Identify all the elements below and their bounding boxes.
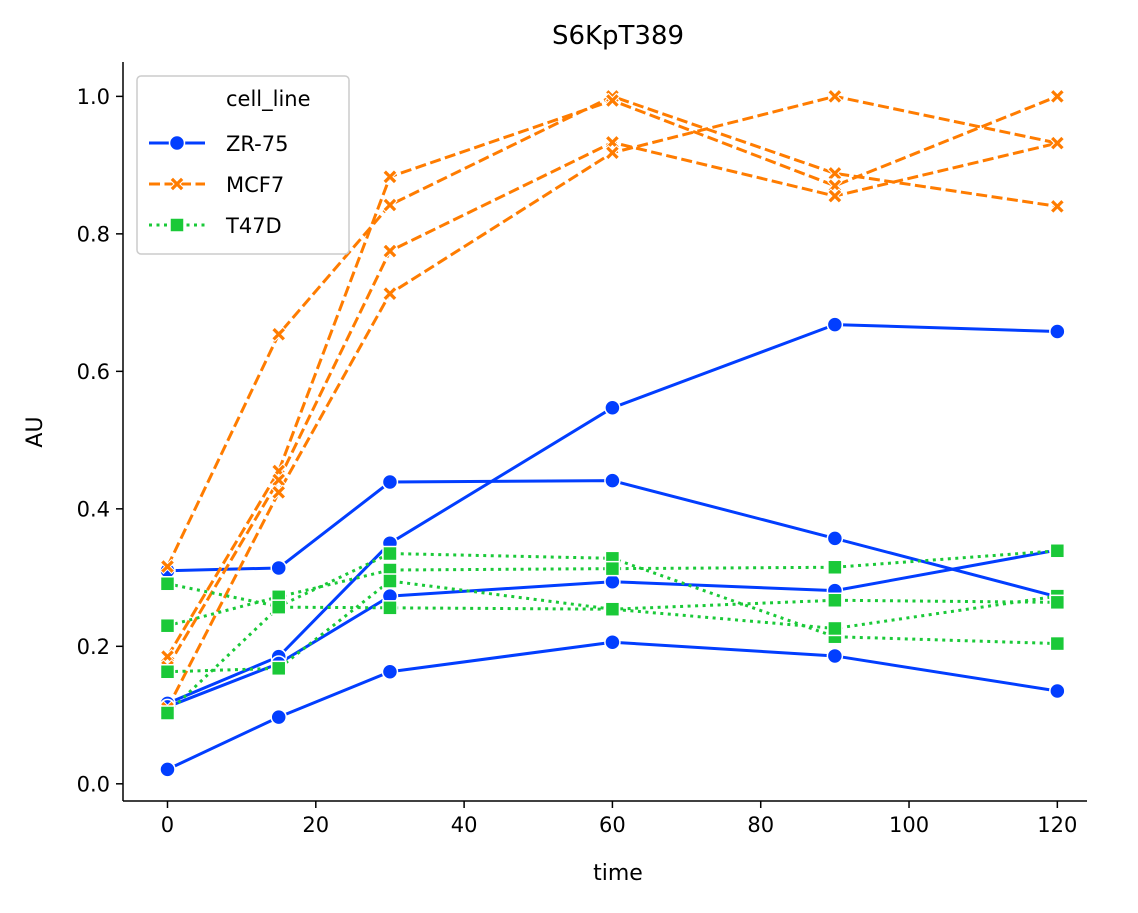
series-line-mcf7-1 — [166, 94, 1058, 568]
data-point-mcf7-3-30 — [382, 243, 398, 259]
series-line-zr-75-2 — [166, 323, 1058, 705]
data-point-zr-75-2-120 — [1049, 323, 1066, 340]
data-point-mcf7-2-30 — [382, 169, 398, 185]
data-point-mcf7-4-120 — [1049, 135, 1066, 151]
data-point-mcf7-2-120 — [1049, 88, 1066, 105]
legend-title: cell_line — [226, 87, 311, 112]
data-point-mcf7-1-30 — [382, 197, 398, 213]
data-point-zr-75-1-15 — [270, 559, 287, 577]
data-point-mcf7-4-15 — [271, 484, 287, 501]
data-point-t47d-3-90 — [827, 620, 843, 637]
data-point-t47d-3-15 — [270, 660, 287, 677]
data-point-zr-75-4-90 — [826, 647, 844, 665]
data-point-t47d-4-120 — [1049, 594, 1066, 611]
data-point-zr-75-2-90 — [826, 316, 844, 333]
plot-markers — [159, 88, 1066, 778]
data-point-mcf7-3-90 — [827, 188, 843, 204]
legend: cell_line ZR-75 MCF7 T47D — [136, 75, 350, 255]
legend-marker-mcf7 — [169, 176, 185, 192]
data-point-zr-75-2-60 — [604, 399, 621, 417]
plot-lines — [166, 94, 1058, 771]
x-tick-label: 80 — [747, 813, 774, 837]
legend-entries: ZR-75 MCF7 T47D — [149, 132, 288, 238]
series-line-zr-75-3 — [166, 548, 1058, 709]
data-point-t47d-4-15 — [270, 599, 287, 615]
data-point-t47d-1-120 — [1049, 635, 1066, 652]
data-point-mcf7-1-0 — [159, 558, 176, 575]
data-point-zr-75-4-0 — [159, 761, 176, 778]
series-line-mcf7-4 — [166, 94, 1058, 709]
x-tick-label: 120 — [1037, 813, 1077, 837]
legend-label-t47d: T47D — [225, 214, 282, 238]
data-point-mcf7-1-120 — [1049, 198, 1066, 215]
axes: 0 20 40 60 80 100 120 0.0 0.2 0.4 0.6 0.8 1.0 — [77, 62, 1087, 837]
data-point-zr-75-4-60 — [604, 633, 621, 651]
series-line-mcf7-3 — [166, 140, 1058, 668]
data-point-t47d-2-60 — [604, 560, 621, 577]
data-point-t47d-2-120 — [1049, 543, 1066, 559]
data-point-mcf7-1-15 — [271, 326, 287, 342]
data-point-zr-75-1-60 — [604, 472, 621, 489]
data-point-mcf7-3-15 — [271, 472, 287, 488]
series-line-t47d-1 — [167, 552, 1058, 646]
series-line-t47d-4 — [166, 598, 1058, 715]
legend-label-mcf7: MCF7 — [226, 173, 284, 197]
data-point-t47d-3-30 — [382, 573, 398, 589]
data-point-zr-75-4-30 — [381, 663, 399, 681]
data-point-t47d-4-90 — [827, 592, 843, 609]
data-point-mcf7-4-30 — [382, 285, 398, 302]
series-line-mcf7-2 — [166, 94, 1058, 658]
x-tick-label: 20 — [302, 813, 329, 837]
y-tick-label: 0.8 — [77, 222, 110, 246]
legend-marker-zr-75 — [168, 134, 186, 152]
x-axis-label: time — [593, 861, 643, 886]
y-tick-label: 0.2 — [77, 635, 110, 659]
data-point-zr-75-4-15 — [270, 708, 287, 726]
legend-box — [136, 75, 350, 255]
legend-marker-t47d — [169, 217, 185, 233]
y-tick-label: 1.0 — [77, 85, 110, 109]
data-point-t47d-3-0 — [159, 664, 176, 680]
x-tick-label: 100 — [889, 813, 929, 837]
series-line-t47d-3 — [167, 579, 1058, 674]
series-line-zr-75-4 — [166, 640, 1058, 771]
data-point-mcf7-4-90 — [827, 88, 843, 105]
y-tick-label: 0.4 — [77, 497, 110, 521]
data-point-zr-75-1-90 — [826, 530, 844, 547]
data-point-t47d-4-0 — [159, 705, 176, 721]
y-axis-label: AU — [23, 416, 48, 447]
y-tick-label: 0.0 — [77, 772, 110, 796]
data-point-t47d-2-90 — [827, 559, 843, 576]
legend-label-zr-75: ZR-75 — [226, 132, 288, 156]
data-point-mcf7-1-90 — [827, 165, 843, 182]
data-point-t47d-1-0 — [159, 576, 176, 592]
chart-title: S6KpT389 — [552, 21, 684, 51]
data-point-zr-75-4-120 — [1049, 682, 1066, 700]
x-tick-label: 0 — [161, 813, 174, 837]
x-tick-label: 40 — [451, 813, 478, 837]
data-point-t47d-4-60 — [604, 601, 621, 617]
data-point-t47d-4-30 — [382, 600, 398, 616]
series-line-zr-75-1 — [167, 479, 1058, 599]
data-point-zr-75-1-30 — [381, 473, 399, 491]
y-tick-label: 0.6 — [77, 360, 110, 384]
data-point-mcf7-4-60 — [604, 145, 621, 161]
data-point-mcf7-2-60 — [604, 92, 621, 109]
data-point-t47d-1-30 — [382, 545, 398, 562]
data-point-t47d-2-0 — [159, 617, 176, 634]
data-point-zr-75-3-60 — [604, 573, 621, 590]
x-tick-label: 60 — [599, 813, 626, 837]
